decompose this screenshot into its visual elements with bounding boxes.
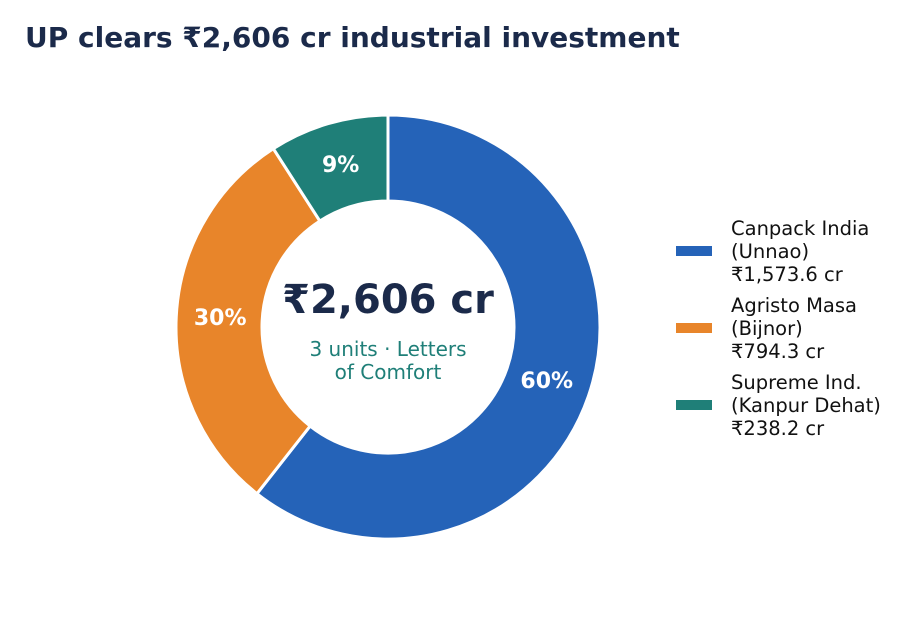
legend-item: Canpack India (Unnao) ₹1,573.6 cr [676,217,869,286]
wedge [271,113,390,224]
center-subtitle: 3 units · Letters of Comfort [309,337,467,384]
legend-label: Supreme Ind. (Kanpur Dehat) ₹238.2 cr [731,370,881,440]
wedge [254,113,602,541]
legend-swatch [676,323,712,333]
legend-label: Agristo Masa (Bijnor) ₹794.3 cr [731,293,857,363]
legend-label: Canpack India (Unnao) ₹1,573.6 cr [731,216,870,286]
legend-swatch [676,246,712,256]
value-label: 60% [520,369,573,394]
center-title: ₹2,606 cr [282,277,494,323]
chart-title: UP clears ₹2,606 cr industrial investmen… [25,21,680,54]
value-label: 30% [194,306,247,331]
legend-item: Supreme Ind. (Kanpur Dehat) ₹238.2 cr [676,371,881,440]
wedge [174,146,322,496]
legend-swatch [676,400,712,410]
value-label: 9% [322,153,359,178]
legend-item: Agristo Masa (Bijnor) ₹794.3 cr [676,294,857,363]
